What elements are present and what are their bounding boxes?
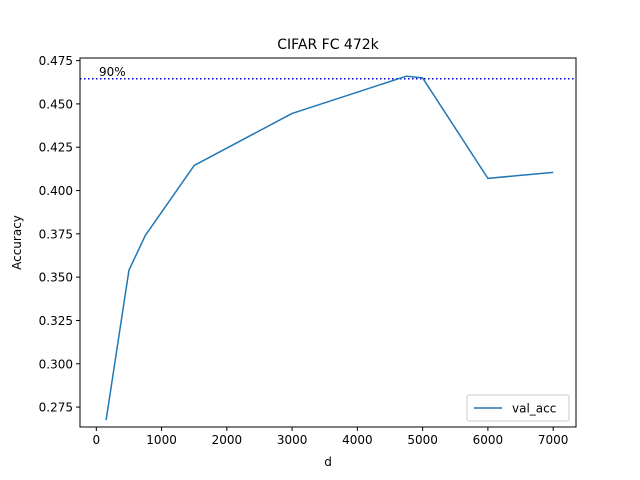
y-tick-label: 0.325 bbox=[39, 314, 73, 328]
x-tick-label: 4000 bbox=[342, 433, 373, 447]
legend: val_acc bbox=[466, 394, 570, 422]
y-ticks: 0.275 0.300 0.325 0.350 0.375 0.400 0.425 0.450… bbox=[39, 54, 80, 415]
y-tick-label: 0.400 bbox=[39, 184, 73, 198]
y-tick-label: 0.275 bbox=[39, 401, 73, 415]
series-layer bbox=[105, 75, 554, 421]
y-tick-label: 0.475 bbox=[39, 54, 73, 68]
reference-line-label: 90% bbox=[99, 65, 126, 79]
x-tick-label: 7000 bbox=[538, 433, 569, 447]
x-tick-label: 0 bbox=[92, 433, 100, 447]
y-tick-label: 0.375 bbox=[39, 227, 73, 241]
y-tick-label: 0.350 bbox=[39, 271, 73, 285]
axes-frame bbox=[79, 57, 577, 428]
x-axis-label: d bbox=[324, 455, 332, 469]
x-tick-label: 2000 bbox=[212, 433, 243, 447]
x-tick-label: 5000 bbox=[407, 433, 438, 447]
legend-label: val_acc bbox=[512, 402, 556, 416]
chart-title: CIFAR FC 472k bbox=[277, 37, 379, 53]
y-axis-label: Accuracy bbox=[10, 215, 24, 270]
x-tick-label: 3000 bbox=[277, 433, 308, 447]
legend-box bbox=[466, 394, 570, 422]
y-tick-label: 0.425 bbox=[39, 141, 73, 155]
x-ticks: 0 1000 2000 3000 4000 5000 6000 7000 bbox=[92, 427, 568, 447]
x-tick-label: 1000 bbox=[146, 433, 177, 447]
x-tick-label: 6000 bbox=[473, 433, 504, 447]
y-tick-label: 0.450 bbox=[39, 97, 73, 111]
y-tick-label: 0.300 bbox=[39, 357, 73, 371]
